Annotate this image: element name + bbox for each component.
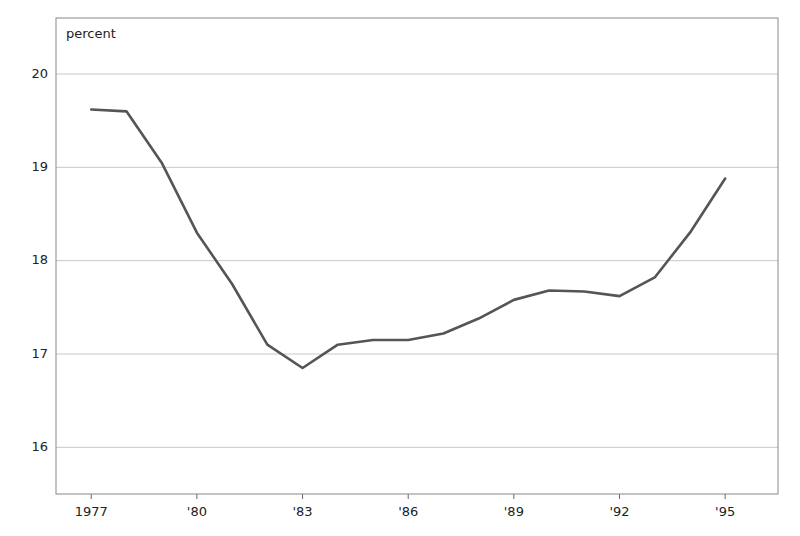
x-tick-label: 1977 bbox=[75, 504, 108, 519]
x-tick-label: '92 bbox=[609, 504, 629, 519]
x-ticks: 1977 '80 '83 '86 '89 '92 '95 bbox=[75, 494, 736, 519]
y-tick-label: 16 bbox=[31, 439, 48, 454]
y-axis-label: percent bbox=[66, 26, 116, 41]
x-tick bbox=[91, 494, 92, 499]
x-tick bbox=[725, 494, 726, 499]
x-tick bbox=[196, 494, 197, 499]
x-tick-label: '95 bbox=[715, 504, 735, 519]
x-tick-label: '86 bbox=[398, 504, 418, 519]
y-tick-label: 19 bbox=[31, 159, 48, 174]
y-grid bbox=[56, 74, 778, 447]
y-tick-label: 18 bbox=[31, 252, 48, 267]
grid-line bbox=[56, 354, 778, 355]
x-tick bbox=[513, 494, 514, 499]
chart: 16 17 18 19 20 1977 '80 '83 '86 '89 '92 '95 percent bbox=[0, 0, 800, 536]
grid-line bbox=[56, 74, 778, 75]
chart-container: 16 17 18 19 20 1977 '80 '83 '86 '89 '92 '95 percent bbox=[0, 0, 800, 536]
y-tick-label: 17 bbox=[31, 346, 48, 361]
x-tick-label: '83 bbox=[292, 504, 312, 519]
series bbox=[91, 109, 725, 368]
data-line bbox=[91, 109, 725, 368]
y-tick-labels: 16 17 18 19 20 bbox=[31, 66, 48, 454]
grid-line bbox=[56, 447, 778, 448]
plot-frame bbox=[56, 18, 778, 494]
x-tick bbox=[619, 494, 620, 499]
x-tick-label: '80 bbox=[187, 504, 207, 519]
x-tick bbox=[302, 494, 303, 499]
y-tick-label: 20 bbox=[31, 66, 48, 81]
x-tick-label: '89 bbox=[504, 504, 524, 519]
x-tick bbox=[408, 494, 409, 499]
